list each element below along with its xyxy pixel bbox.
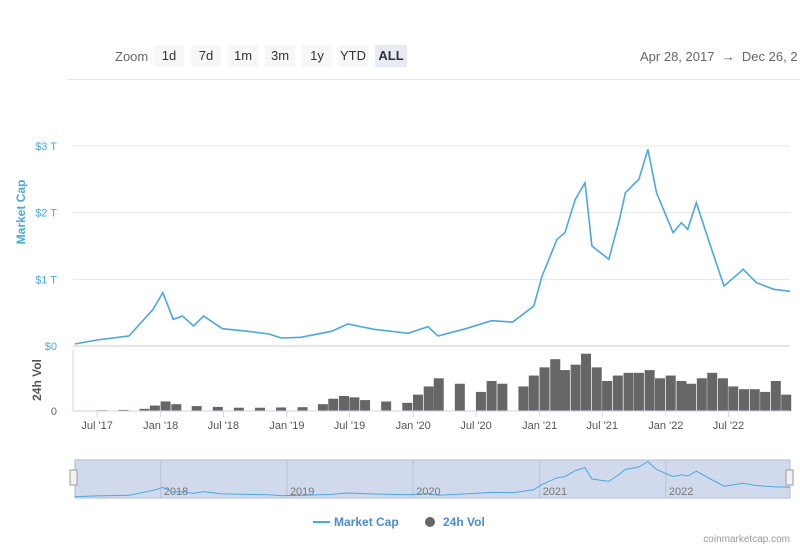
volume-bar [497, 383, 508, 411]
volume-bar [539, 367, 550, 411]
volume-bar [728, 386, 739, 411]
legend: Market Cap 24h Vol [313, 515, 485, 529]
volume-bar [633, 372, 644, 411]
legend-market-cap[interactable]: Market Cap [334, 515, 399, 529]
x-tick-label: Jul '19 [334, 420, 365, 432]
date-range: Apr 28, 2017 → Dec 26, 2 [640, 49, 798, 64]
x-tick-label: Jul '21 [587, 420, 618, 432]
x-tick-label: Jul '20 [460, 420, 491, 432]
volume-bar [760, 391, 771, 411]
credit-link[interactable]: coinmarketcap.com [703, 534, 790, 545]
volume-bar [518, 386, 529, 411]
volume-bar [696, 378, 707, 411]
volume-bar [559, 370, 570, 411]
volume-bar [581, 353, 592, 411]
volume-bar [676, 381, 687, 411]
volume-bar [402, 402, 413, 411]
volume-bar [475, 391, 486, 411]
x-tick-label: Jul '22 [713, 420, 744, 432]
zoom-1y-button[interactable]: 1y [302, 45, 332, 67]
range-to-input[interactable]: Dec 26, 2 [741, 49, 798, 64]
zoom-ytd-button[interactable]: YTD [338, 45, 368, 67]
zoom-all-button[interactable]: ALL [375, 45, 407, 67]
volume-bar [349, 397, 360, 411]
volume-bar [739, 389, 750, 411]
volume-bar [160, 401, 171, 411]
volume-bar [717, 378, 728, 411]
volume-bar [770, 381, 781, 411]
zoom-label: Zoom [115, 49, 149, 64]
volume-bar [191, 406, 202, 411]
market-cap-tick: $3 T [35, 141, 57, 153]
x-tick-label: Jan '22 [648, 420, 683, 432]
volume-tick-0: 0 [51, 406, 57, 418]
navigator-year-label: 2020 [416, 486, 440, 498]
volume-bar [486, 381, 497, 411]
volume-bar [433, 378, 444, 411]
x-tick-label: Jan '21 [522, 420, 557, 432]
market-cap-tick: $0 [45, 341, 57, 353]
volume-bar [338, 396, 349, 411]
volume-bar [171, 404, 182, 411]
range-arrow: → [721, 49, 735, 64]
volume-bar [781, 394, 792, 411]
volume-bar [749, 389, 760, 411]
volume-bar [381, 401, 392, 411]
volume-bar [118, 409, 129, 411]
volume-bar [297, 407, 308, 411]
navigator-mask[interactable] [74, 459, 791, 499]
zoom-3m-button[interactable]: 3m [265, 45, 295, 67]
volume-bar [655, 378, 665, 411]
navigator-year-label: 2022 [669, 486, 693, 498]
navigator-left-handle[interactable] [69, 469, 78, 486]
volume-bar [602, 381, 613, 411]
range-from-input[interactable]: Apr 28, 2017 [640, 49, 715, 64]
volume-bar [550, 359, 561, 411]
navigator-right-handle[interactable] [785, 469, 794, 486]
volume-bar [644, 370, 655, 411]
volume-bar [665, 375, 676, 411]
volume-bar [149, 405, 160, 411]
volume-bar [412, 394, 423, 411]
legend-volume[interactable]: 24h Vol [443, 515, 485, 529]
volume-bar [686, 383, 697, 411]
x-tick-label: Jul '18 [208, 420, 239, 432]
volume-bar [328, 398, 339, 411]
volume-bar [528, 375, 539, 411]
volume-bar [360, 400, 371, 411]
zoom-1d-button[interactable]: 1d [154, 45, 184, 67]
x-tick-label: Jan '20 [396, 420, 431, 432]
volume-bar [317, 404, 328, 411]
x-tick-label: Jan '18 [143, 420, 178, 432]
volume-bar [454, 383, 465, 411]
volume-bar [623, 372, 634, 411]
navigator-series [74, 460, 791, 498]
legend-volume-icon [425, 517, 435, 527]
market-cap-tick: $1 T [35, 274, 57, 286]
market-cap-axis-title: Market Cap [14, 180, 28, 245]
market-cap-tick: $2 T [35, 208, 57, 220]
x-tick-label: Jan '19 [269, 420, 304, 432]
zoom-1m-button[interactable]: 1m [228, 45, 258, 67]
toolbar-divider [68, 79, 800, 80]
volume-bar [612, 375, 623, 411]
navigator-year-label: 2019 [290, 486, 314, 498]
volume-bar [139, 408, 150, 411]
volume-bar [707, 372, 718, 411]
volume-bar [254, 407, 265, 411]
volume-bar [423, 386, 434, 411]
navigator-year-label: 2021 [543, 486, 567, 498]
volume-bar [591, 367, 602, 411]
volume-bar [233, 407, 244, 411]
volume-bar [570, 364, 581, 411]
market-cap-line [74, 149, 791, 345]
volume-bar [276, 407, 287, 411]
navigator[interactable]: 2018 2019 2020 2021 2022 [69, 459, 794, 499]
volume-axis-title: 24h Vol [30, 359, 44, 401]
x-tick-label: Jul '17 [81, 420, 112, 432]
zoom-7d-button[interactable]: 7d [191, 45, 221, 67]
volume-bar [212, 406, 223, 411]
